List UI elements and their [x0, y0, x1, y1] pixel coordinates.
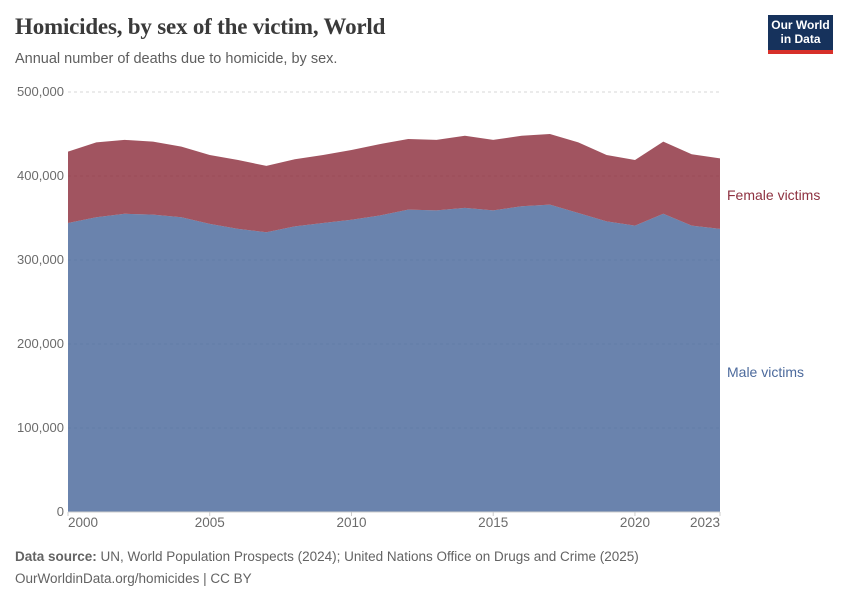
chart-footer: Data source: UN, World Population Prospe…	[15, 546, 639, 590]
y-tick-label: 200,000	[17, 336, 64, 351]
x-tick-label: 2020	[619, 515, 650, 530]
y-tick-label: 500,000	[17, 84, 64, 99]
page-subtitle: Annual number of deaths due to homicide,…	[15, 51, 338, 67]
x-tick-label: 2023	[689, 515, 720, 530]
logo-text-line-1: Our World	[771, 18, 830, 32]
female-victims-area[interactable]	[68, 134, 720, 233]
owid-logo: Our World in Data	[768, 15, 833, 54]
citation-line: OurWorldinData.org/homicides | CC BY	[15, 571, 252, 586]
x-tick-label: 2010	[336, 515, 367, 530]
page-title: Homicides, by sex of the victim, World	[15, 14, 386, 39]
legend-label-male[interactable]: Male victims	[727, 364, 805, 380]
y-tick-label: 0	[56, 504, 64, 519]
y-tick-label: 100,000	[17, 420, 64, 435]
x-tick-label: 2015	[478, 515, 509, 530]
legend-label-female[interactable]: Female victims	[727, 187, 821, 203]
x-tick-label: 2000	[68, 515, 99, 530]
data-source-text: UN, World Population Prospects (2024); U…	[100, 549, 639, 564]
logo-text-line-2: in Data	[780, 32, 821, 46]
male-victims-area[interactable]	[68, 204, 720, 512]
data-source-line: Data source: UN, World Population Prospe…	[15, 546, 639, 568]
y-tick-label: 400,000	[17, 168, 64, 183]
data-source-label: Data source:	[15, 549, 97, 564]
y-tick-label: 300,000	[17, 252, 64, 267]
x-tick-label: 2005	[194, 515, 225, 530]
